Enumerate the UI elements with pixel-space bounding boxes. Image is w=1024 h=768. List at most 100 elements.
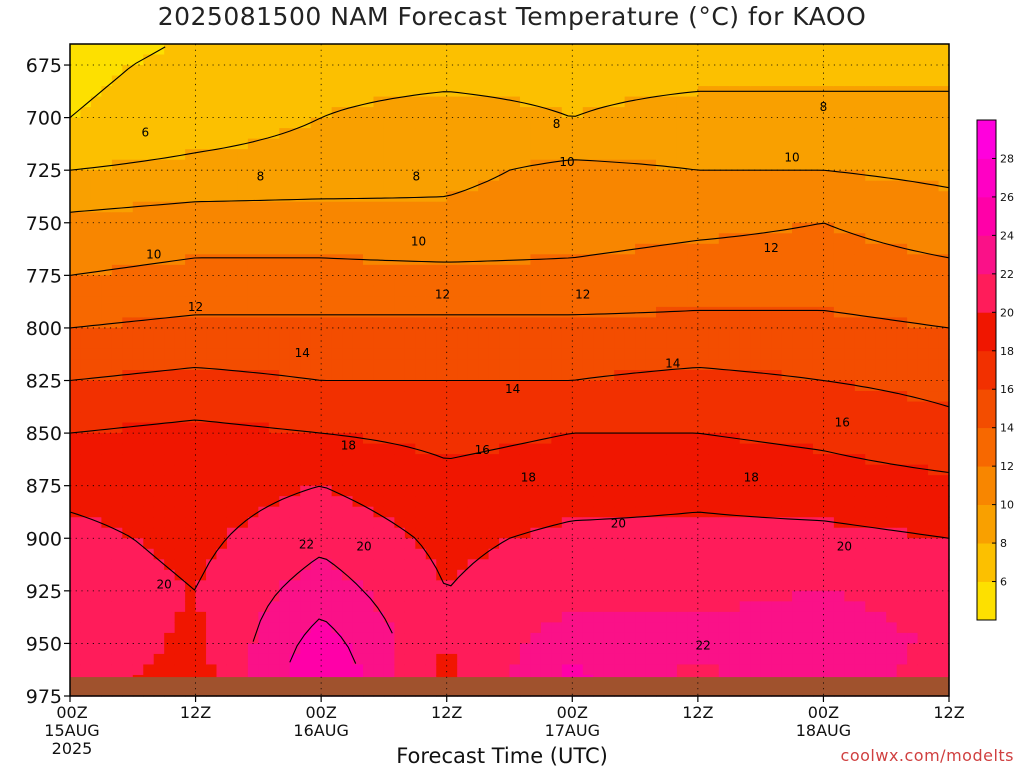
field-cell (342, 653, 354, 666)
field-cell (802, 96, 814, 108)
field-cell (258, 233, 270, 245)
field-cell (676, 370, 688, 382)
field-cell (833, 422, 845, 434)
field-cell (289, 338, 301, 350)
field-cell (812, 348, 825, 361)
field-cell (457, 191, 469, 203)
field-cell (697, 54, 709, 66)
field-cell (666, 254, 678, 266)
field-cell (268, 338, 280, 350)
field-cell (488, 643, 500, 655)
field-cell (352, 138, 364, 150)
field-cell (90, 643, 102, 655)
field-cell (540, 643, 552, 655)
field-cell (896, 327, 908, 340)
field-cell (216, 548, 228, 560)
field-cell (70, 128, 82, 140)
field-cell (708, 222, 720, 234)
field-cell (854, 327, 866, 340)
field-cell (708, 433, 720, 445)
field-cell (185, 107, 197, 119)
field-cell (488, 538, 500, 550)
field-cell (499, 285, 511, 297)
field-cell (656, 517, 668, 529)
field-cell (289, 86, 301, 98)
field-cell (352, 475, 364, 487)
field-cell (446, 559, 458, 571)
field-cell (342, 65, 354, 77)
field-cell (342, 254, 354, 266)
field-cell (258, 107, 270, 119)
field-cell (279, 44, 291, 56)
field-cell (687, 622, 699, 634)
field-cell (373, 180, 385, 192)
field-cell (750, 159, 762, 171)
field-cell (383, 590, 395, 602)
field-cell (792, 601, 804, 613)
field-cell (153, 86, 165, 98)
field-cell (467, 632, 479, 645)
field-cell (530, 475, 542, 487)
field-cell (415, 180, 427, 192)
field-cell (907, 254, 919, 266)
field-cell (164, 443, 176, 455)
field-cell (771, 601, 783, 613)
field-cell (132, 107, 144, 119)
field-cell (551, 306, 563, 319)
field-cell (509, 590, 521, 602)
field-cell (70, 191, 82, 203)
field-cell (729, 475, 741, 487)
field-cell (164, 96, 176, 108)
field-cell (499, 138, 511, 150)
field-cell (833, 54, 845, 66)
field-cell (415, 44, 427, 56)
field-cell (624, 317, 636, 329)
field-cell (206, 443, 218, 455)
field-cell (645, 128, 657, 140)
field-cell (760, 632, 772, 645)
field-cell (111, 380, 123, 392)
field-cell (697, 128, 709, 140)
field-cell (457, 380, 469, 392)
field-cell (394, 443, 406, 455)
field-cell (896, 401, 908, 413)
field-cell (844, 285, 856, 297)
field-cell (143, 496, 155, 508)
field-cell (122, 401, 134, 413)
field-cell (101, 170, 113, 182)
field-cell (802, 422, 814, 434)
field-cell (488, 391, 500, 403)
field-cell (342, 380, 354, 392)
field-cell (352, 380, 364, 392)
field-cell (132, 664, 144, 676)
field-cell (226, 527, 239, 539)
field-cell (331, 222, 343, 234)
field-cell (226, 538, 239, 550)
field-cell (572, 632, 584, 645)
field-cell (310, 317, 322, 329)
field-cell (331, 117, 343, 129)
field-cell (321, 75, 333, 87)
field-cell (572, 128, 584, 140)
field-cell (812, 233, 825, 245)
field-cell (216, 317, 228, 329)
field-cell (446, 338, 458, 350)
field-cell (823, 527, 835, 539)
field-cell (739, 380, 751, 392)
field-cell (394, 170, 406, 182)
field-cell (174, 475, 186, 487)
field-cell (540, 96, 552, 108)
field-cell (268, 296, 280, 308)
field-cell (750, 359, 762, 371)
field-cell (771, 128, 783, 140)
field-cell (415, 611, 427, 623)
field-cell (80, 454, 92, 466)
field-cell (394, 464, 406, 476)
field-cell (781, 128, 793, 140)
field-cell (373, 191, 385, 203)
field-cell (185, 569, 197, 581)
field-cell (80, 401, 92, 413)
field-cell (279, 285, 291, 297)
field-cell (226, 412, 239, 424)
field-cell (854, 559, 866, 571)
